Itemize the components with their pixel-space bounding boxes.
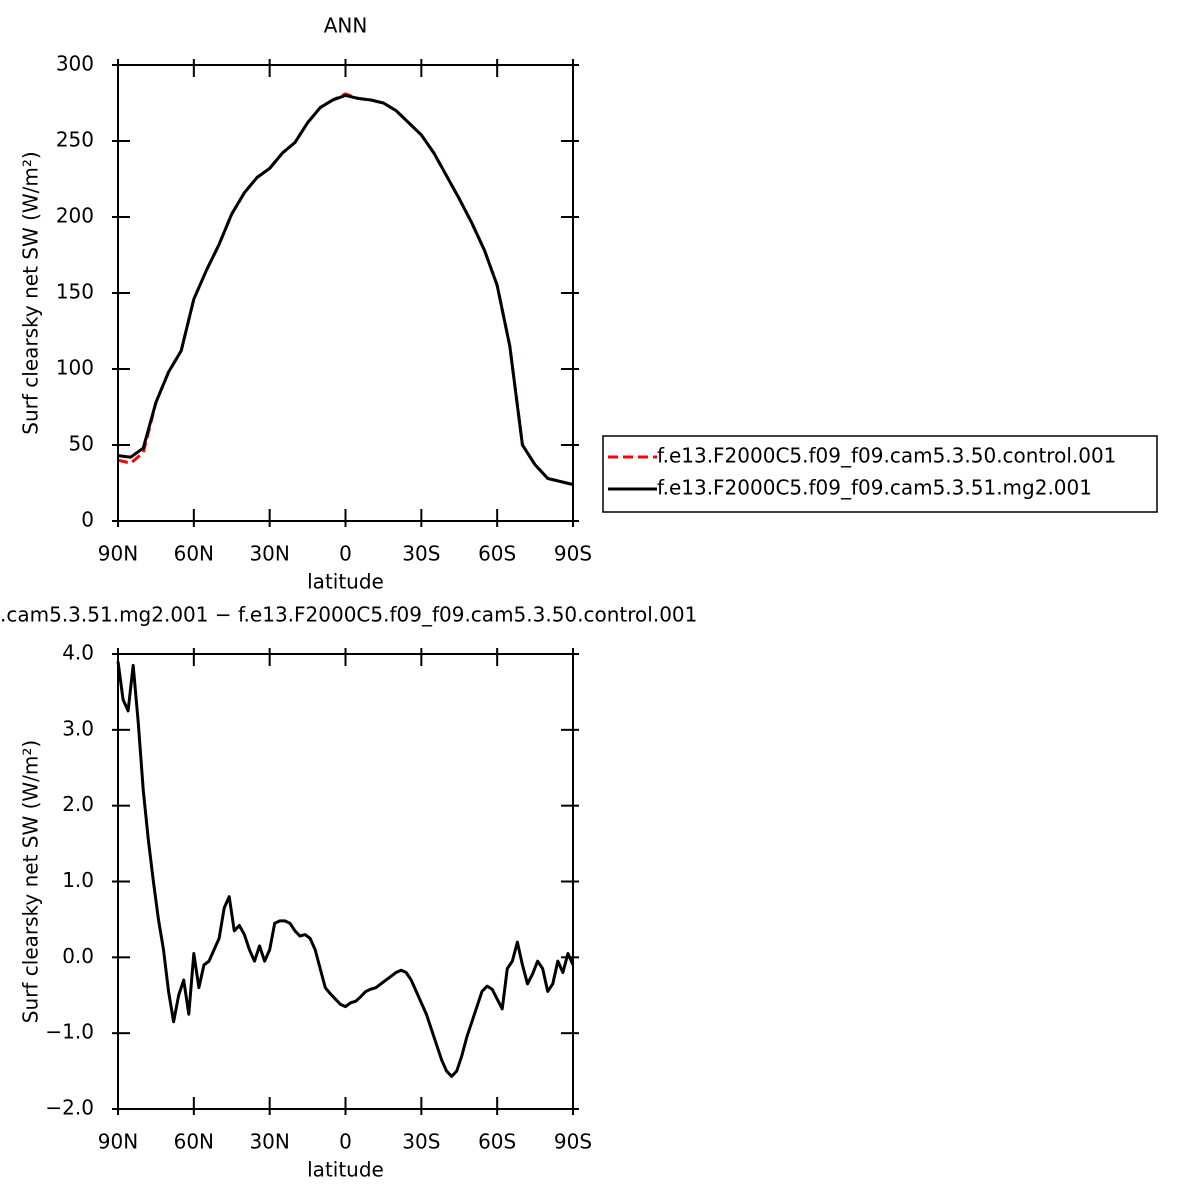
x-tick-label: 90S [554,542,592,566]
data-line [116,661,575,1078]
x-tick-label: 60S [478,542,516,566]
y-tick-label: 300 [56,52,94,76]
y-tick-label: 0 [81,508,94,532]
x-tick-label: 60N [174,542,214,566]
plot-frame [117,653,574,1110]
x-tick-label: 30S [402,1130,440,1154]
y-tick-label: 150 [56,280,94,304]
x-tick-label: 90N [98,1130,138,1154]
y-tick-label: 1.0 [62,868,94,892]
y-tick-label: 3.0 [62,716,94,740]
y-tick-label: −2.0 [45,1096,94,1120]
chart-title: ANN [324,14,368,38]
x-tick-label: 90N [98,542,138,566]
legend-box [602,435,1158,513]
x-tick-label: 0 [339,542,352,566]
plot-frame [117,64,574,522]
y-tick-label: 200 [56,204,94,228]
x-axis-label: latitude [307,570,384,594]
x-tick-label: 60S [478,1130,516,1154]
y-tick-label: −1.0 [45,1020,94,1044]
legend-label: f.e13.F2000C5.f09_f09.cam5.3.50.control.… [657,444,1116,468]
y-tick-label: 4.0 [62,641,94,665]
y-tick-label: 100 [56,356,94,380]
x-tick-label: 30N [249,1130,289,1154]
legend-label: f.e13.F2000C5.f09_f09.cam5.3.51.mg2.001 [657,476,1092,500]
x-tick-label: 30S [402,542,440,566]
y-tick-label: 50 [69,432,94,456]
x-tick-label: 30N [249,542,289,566]
y-axis-label: Surf clearsky net SW (W/m²) [19,151,43,434]
y-tick-label: 0.0 [62,944,94,968]
y-tick-label: 250 [56,128,94,152]
x-tick-label: 0 [339,1130,352,1154]
x-tick-label: 60N [174,1130,214,1154]
x-tick-label: 90S [554,1130,592,1154]
y-axis-label: Surf clearsky net SW (W/m²) [19,740,43,1023]
x-axis-label: latitude [307,1158,384,1182]
chart-title: .cam5.3.51.mg2.001 − f.e13.F2000C5.f09_f… [0,603,697,627]
data-line [117,92,574,486]
data-line [117,93,574,486]
y-tick-label: 2.0 [62,792,94,816]
